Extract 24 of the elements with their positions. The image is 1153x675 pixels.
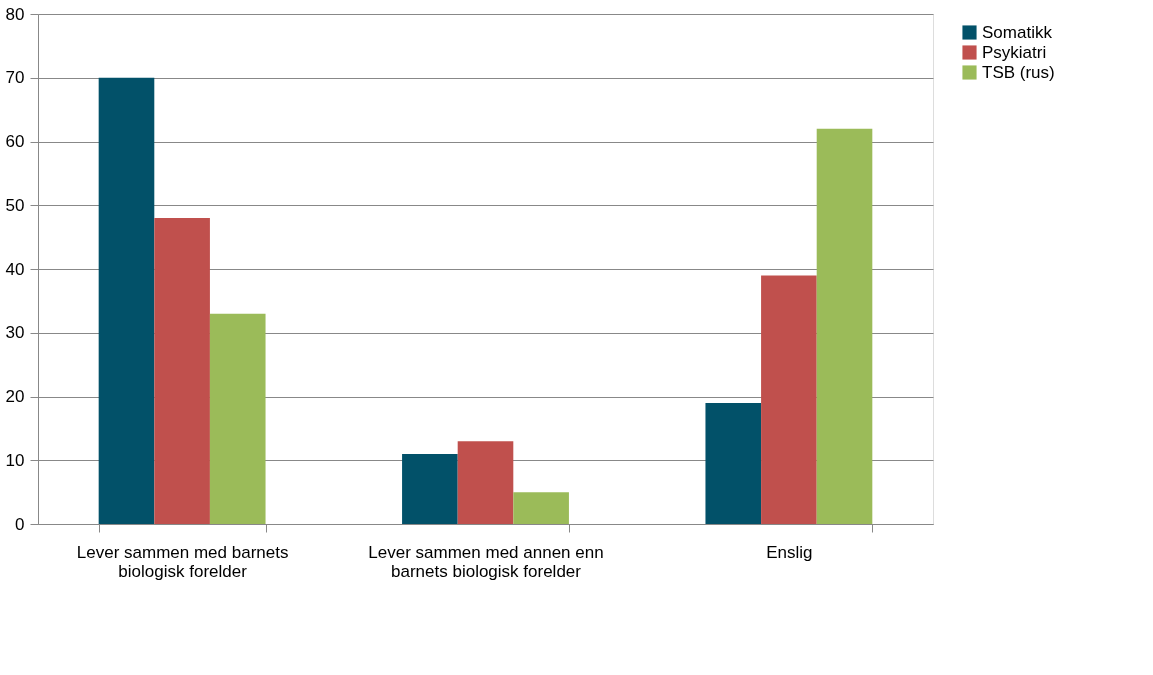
x-tick-label: Lever sammen med barnets biologisk forelder: [76, 542, 289, 581]
legend-label: Psykiatri: [982, 42, 1047, 62]
y-tick-label: 30: [5, 323, 25, 343]
x-tick-label: Enslig: [766, 542, 813, 562]
y-tick-label: 40: [5, 259, 25, 279]
bar: [209, 313, 266, 524]
y-tick-label: 70: [5, 68, 25, 88]
y-tick-label: 20: [5, 387, 25, 406]
y-tick-label: 60: [5, 132, 25, 151]
y-tick-label: 0: [15, 514, 25, 534]
bar: [761, 275, 817, 524]
y-tick-label: 50: [5, 195, 25, 215]
bar: [457, 441, 514, 524]
x-tick-label: Lever sammen med annen enn barnets biologisk forelder: [368, 542, 604, 581]
y-tick-label: 80: [5, 4, 25, 24]
bar: [402, 453, 458, 524]
legend-label: TSB (rus): [982, 62, 1055, 82]
bar: [513, 492, 569, 524]
bar: [705, 402, 762, 524]
bar: [98, 77, 155, 524]
bar: [816, 128, 873, 524]
legend-label: Somatikk: [982, 22, 1053, 42]
y-tick-label: 10: [5, 450, 25, 470]
bar: [154, 218, 210, 524]
